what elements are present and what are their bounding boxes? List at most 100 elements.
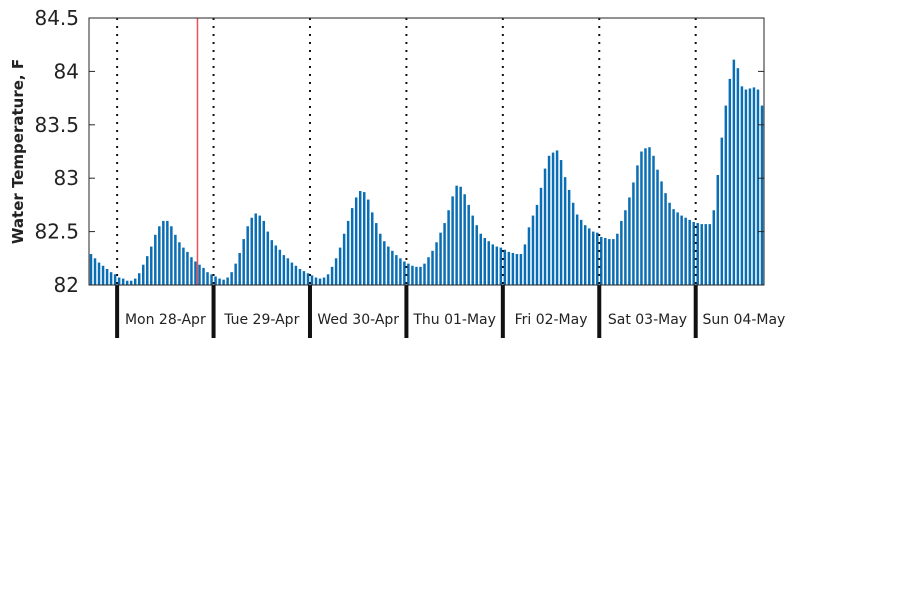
plot-frame — [88, 17, 765, 286]
temperature-bar — [503, 249, 507, 285]
temperature-bar — [736, 68, 740, 285]
temperature-bar — [342, 233, 346, 285]
temperature-bar — [379, 233, 382, 285]
temperature-bar — [644, 148, 647, 285]
temperature-bar — [222, 279, 225, 285]
temperature-bar — [178, 242, 181, 285]
temperature-bar — [592, 231, 595, 285]
temperature-bar — [680, 215, 683, 285]
temperature-bar — [567, 189, 571, 285]
temperature-bar — [471, 215, 474, 285]
temperature-bar — [411, 265, 414, 285]
temperature-bar — [720, 137, 724, 285]
y-axis-ticks: 82 82.5 83 83.5 84 84.5 — [34, 6, 764, 297]
temperature-bar — [310, 275, 314, 285]
temperature-bar — [704, 224, 707, 285]
temperature-bar — [515, 254, 519, 285]
temperature-bar — [97, 262, 101, 285]
temperature-bar — [214, 276, 217, 285]
temperature-bar — [314, 277, 318, 285]
temperature-bar — [756, 89, 760, 285]
temperature-bar — [463, 194, 466, 285]
temperature-bar — [286, 258, 290, 285]
temperature-bar — [367, 199, 370, 285]
temperature-bar — [278, 249, 282, 285]
temperature-bar — [435, 242, 438, 285]
temperature-bar — [712, 210, 716, 285]
temperature-bar — [624, 210, 627, 285]
temperature-bar — [519, 254, 523, 285]
temperature-bar — [238, 252, 241, 285]
temperature-bar — [443, 223, 446, 285]
temperature-bar — [539, 187, 543, 285]
temperature-bar — [716, 175, 720, 285]
temperature-bar — [724, 105, 728, 285]
temperature-bar — [455, 185, 458, 285]
temperature-bar — [133, 278, 137, 285]
temperature-bar — [399, 258, 402, 285]
temperature-bar — [507, 251, 511, 285]
temperature-bar — [467, 204, 470, 285]
temperature-bar — [495, 246, 499, 285]
temperature-bar — [616, 233, 619, 285]
temperature-bar — [198, 264, 201, 285]
temperature-bar — [170, 226, 173, 285]
temperature-bar — [688, 219, 691, 285]
temperature-bar — [254, 213, 257, 285]
y-tick-label: 83 — [54, 166, 79, 190]
temperature-bar — [322, 277, 326, 285]
temperature-bar — [479, 233, 482, 285]
temperature-bar — [403, 261, 406, 285]
temperature-bar — [274, 245, 278, 285]
day-label: Thu 01-May — [412, 312, 496, 328]
day-dividers — [115, 18, 698, 338]
temperature-bar — [358, 191, 362, 285]
temperature-bar — [354, 197, 358, 285]
temperature-bar — [117, 277, 121, 285]
temperature-bar — [431, 250, 434, 285]
temperature-bar — [732, 59, 736, 286]
temperature-bar — [660, 181, 663, 285]
temperature-bar — [105, 268, 109, 285]
temperature-bar — [748, 88, 752, 286]
temperature-bar — [604, 238, 607, 285]
y-tick-label: 82 — [54, 273, 79, 297]
temperature-bar — [194, 261, 197, 285]
temperature-bar — [483, 238, 486, 285]
day-label: Mon 28-Apr — [125, 312, 206, 328]
temperature-bar — [318, 278, 322, 285]
temperature-bar — [202, 267, 205, 285]
temperature-bar — [137, 273, 141, 285]
x-axis-day-labels: Mon 28-Apr Tue 29-Apr Wed 30-Apr Thu 01-May… — [125, 312, 785, 328]
temperature-bar — [371, 212, 374, 285]
temperature-bar — [752, 87, 756, 285]
temperature-bar — [491, 244, 495, 285]
temperature-bar — [250, 217, 253, 285]
temperature-bar — [186, 251, 189, 285]
temperature-bar — [326, 274, 330, 285]
temperature-bar — [246, 226, 249, 285]
temperature-bar — [499, 247, 503, 285]
temperature-bar — [575, 214, 579, 285]
temperature-bar — [142, 264, 145, 285]
y-tick-label: 82.5 — [34, 220, 79, 244]
temperature-bar — [93, 258, 97, 285]
temperature-bar — [266, 231, 270, 285]
y-axis-label: Water Temperature, F — [9, 59, 27, 244]
temperature-bar — [330, 266, 334, 285]
temperature-bar — [608, 239, 611, 285]
temperature-bar — [334, 258, 338, 285]
temperature-bar — [696, 223, 699, 285]
temperature-bar — [338, 247, 342, 285]
temperature-bar — [571, 202, 575, 285]
temperature-bar — [760, 105, 764, 285]
temperature-bar — [587, 228, 591, 285]
temperature-bar — [547, 155, 551, 285]
temperature-bar — [362, 192, 366, 285]
temperature-bar — [596, 232, 599, 285]
temperature-bar — [218, 278, 221, 285]
day-label: Sun 04-May — [702, 312, 785, 328]
temperature-bar — [242, 239, 245, 285]
temperature-bar — [395, 255, 398, 285]
